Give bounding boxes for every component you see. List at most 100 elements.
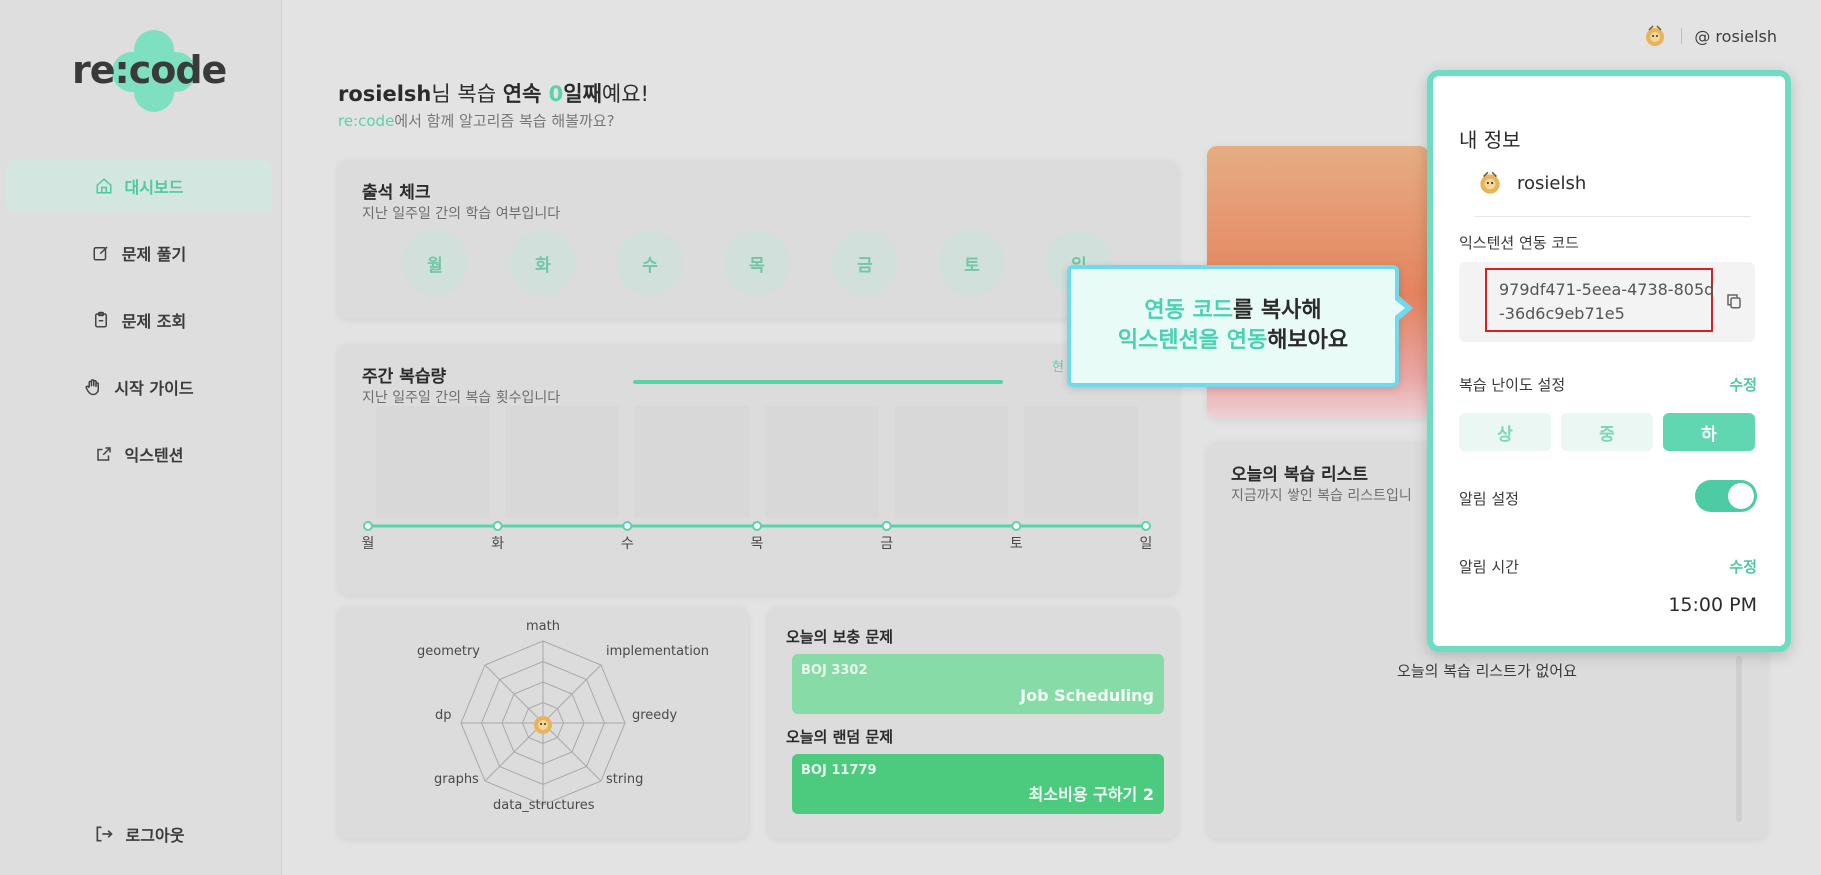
review-empty-message: 오늘의 복습 리스트가 없어요 [1397, 662, 1577, 680]
tooltip-accent: 연동 코드 [1144, 298, 1233, 324]
alarm-time-edit-button[interactable]: 수정 [1729, 558, 1757, 576]
sidebar-item-label: 익스텐션 [124, 446, 184, 465]
legend-label: 현 [1052, 360, 1064, 375]
radar-axis [484, 664, 544, 724]
problem-name: Job Scheduling [1020, 686, 1154, 705]
recode-logo[interactable]: re:code [60, 26, 227, 116]
streak-count: 0 [548, 82, 564, 106]
supplement-problem[interactable]: BOJ 3302 Job Scheduling [792, 654, 1164, 714]
alarm-toggle[interactable] [1695, 480, 1757, 512]
header-username[interactable]: @ rosielsh [1694, 26, 1777, 46]
alarm-time-value: 15:00 PM [1668, 594, 1757, 616]
sidebar-item-dashboard[interactable]: 대시보드 [6, 160, 272, 212]
greeting-tail: 예요! [601, 82, 649, 106]
radar-label: implementation [606, 644, 710, 659]
data-point [1141, 521, 1151, 531]
x-tick-label: 목 [751, 536, 764, 552]
my-info-panel: 내 정보 rosielsh 익스텐션 연동 코드 979df471-5eea-4… [1427, 70, 1791, 652]
data-point [752, 521, 762, 531]
tooltip-line-1: 연동 코드를 복사해 [1144, 296, 1321, 326]
sub-greeting-text: 에서 함께 알고리즘 복습 해볼까요? [394, 112, 615, 130]
tooltip-line-2: 익스텐션을 연동해보아요 [1118, 326, 1348, 356]
day-circle: 수 [617, 230, 683, 296]
day-circle: 금 [832, 230, 898, 296]
x-tick-label: 월 [362, 536, 375, 552]
radar-label: graphs [434, 772, 479, 787]
tooltip-text: 를 복사해 [1233, 298, 1322, 324]
logout-label: 로그아웃 [125, 826, 185, 845]
radar-label: dp [435, 708, 452, 723]
problems-card: 오늘의 보충 문제 BOJ 3302 Job Scheduling 오늘의 랜덤… [768, 606, 1178, 838]
chart-grid-band [765, 406, 879, 518]
chart-grid-band [505, 406, 620, 518]
weekly-title: 주간 복습량 [362, 367, 447, 387]
radar-label: greedy [632, 708, 678, 723]
sidebar-item-label: 문제 풀기 [121, 245, 187, 264]
logout-button[interactable]: 로그아웃 [6, 808, 272, 860]
avatar [1480, 171, 1500, 194]
mascot-icon [534, 716, 552, 734]
tooltip-arrow-inner [1395, 300, 1405, 316]
alarm-time-label: 알림 시간 [1459, 558, 1519, 576]
problem-code: BOJ 11779 [801, 763, 877, 778]
ext-code-value[interactable]: 979df471-5eea-4738-805d-36d6c9eb71e5 [1499, 280, 1715, 323]
greeting-streak-label: 연속 [502, 82, 549, 106]
weekly-card: 주간 복습량 지난 일주일 간의 복습 횟수입니다 현 월 화 수 목 금 토 일 [338, 344, 1178, 594]
external-link-icon [96, 447, 111, 461]
tooltip-accent: 익스텐션을 연동 [1117, 328, 1268, 353]
problem-name: 최소비용 구하기 2 [1028, 785, 1154, 804]
day-circle: 목 [724, 230, 790, 296]
radar-label: math [526, 619, 560, 634]
supplement-title: 오늘의 보충 문제 [786, 628, 894, 646]
logo-text: re:code [72, 48, 227, 92]
difficulty-low-button[interactable]: 하 [1663, 413, 1755, 451]
day-circle: 화 [510, 230, 576, 296]
chart-grid-band [635, 406, 749, 518]
home-icon [96, 178, 112, 194]
panel-user: rosielsh [1475, 168, 1586, 198]
legend-swatch [633, 380, 1003, 384]
difficulty-mid-button[interactable]: 중 [1561, 413, 1653, 451]
sidebar-item-search[interactable]: 문제 조회 [6, 294, 272, 346]
x-tick-label: 화 [491, 536, 504, 552]
logout-icon [96, 826, 113, 842]
sidebar: re:code 대시보드 문제 풀기 문제 조회 시작 가이드 익스텐션 로그아… [0, 0, 282, 875]
copy-icon[interactable] [1725, 292, 1743, 310]
radar-label: string [606, 772, 644, 787]
attendance-title: 출석 체크 [362, 183, 431, 203]
greeting-days: 일째 [563, 82, 602, 106]
review-title: 오늘의 복습 리스트 [1231, 465, 1368, 485]
radar-chart [460, 640, 626, 806]
day-circle: 월 [402, 230, 468, 296]
avatar[interactable] [1641, 22, 1669, 50]
difficulty-high-button[interactable]: 상 [1459, 413, 1551, 451]
ext-code-label: 익스텐션 연동 코드 [1459, 234, 1579, 252]
difficulty-edit-button[interactable]: 수정 [1729, 376, 1757, 394]
header-divider [1681, 28, 1683, 44]
greeting-text: 님 복습 [431, 82, 503, 106]
code-highlight-box [1485, 268, 1713, 332]
panel-divider [1475, 216, 1751, 217]
x-tick-label: 수 [621, 536, 634, 552]
sidebar-item-solve[interactable]: 문제 풀기 [6, 227, 272, 279]
data-point [492, 521, 503, 531]
tooltip-text: 해보아요 [1267, 328, 1349, 353]
sub-greeting-brand: re:code [338, 112, 395, 130]
sidebar-item-guide[interactable]: 시작 가이드 [6, 361, 272, 413]
day-circle: 토 [939, 230, 1005, 296]
chart-grid-band [1024, 406, 1138, 518]
sub-greeting: re:code에서 함께 알고리즘 복습 해볼까요? [338, 110, 615, 131]
chart-grid-band [376, 406, 490, 518]
sidebar-item-extension[interactable]: 익스텐션 [6, 428, 272, 480]
x-tick-label: 일 [1140, 536, 1153, 552]
ext-code-box: 979df471-5eea-4738-805d-36d6c9eb71e5 [1459, 262, 1755, 342]
greeting: rosielsh님 복습 연속 0일째예요! [338, 78, 649, 108]
user-header: @ rosielsh [1641, 22, 1777, 50]
random-problem[interactable]: BOJ 11779 최소비용 구하기 2 [792, 754, 1164, 814]
difficulty-label: 복습 난이도 설정 [1459, 376, 1566, 394]
radar-card: math implementation greedy string data_s… [338, 606, 748, 838]
radar-axis [542, 664, 602, 724]
data-point [622, 521, 633, 531]
review-scrollbar[interactable] [1736, 656, 1742, 822]
